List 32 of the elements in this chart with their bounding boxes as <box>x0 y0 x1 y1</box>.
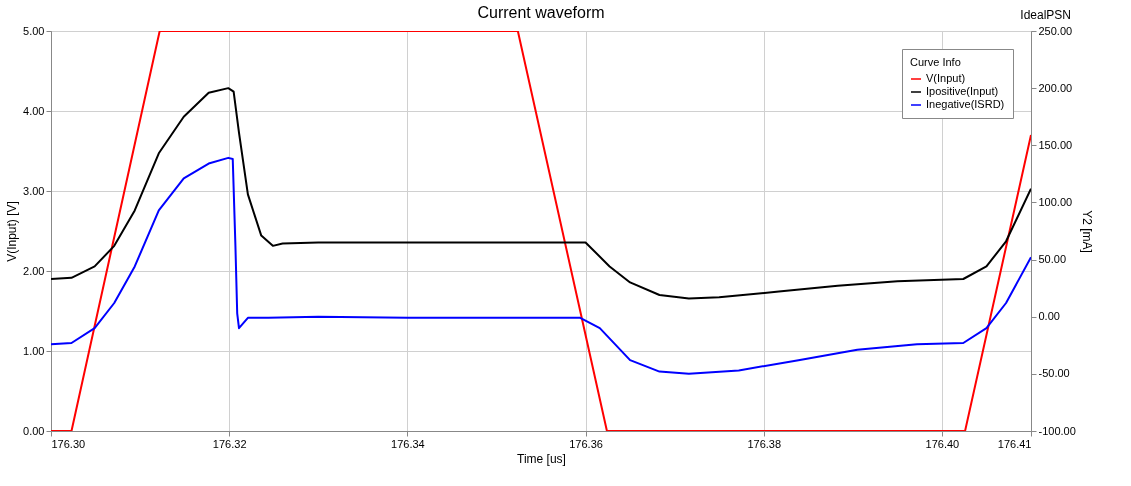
y-tick-label: 2.00 <box>23 264 45 277</box>
y2-axis-title: Y2 [mA] <box>1079 210 1094 253</box>
text: IdealPSN <box>1020 8 1071 22</box>
x-tick-label: 176.36 <box>569 437 603 450</box>
legend-label: Inegative(ISRD) <box>926 98 1005 110</box>
x-axis-title: Time [us] <box>517 451 566 466</box>
x-tick-label: 176.38 <box>747 437 782 450</box>
legend-title: Curve Info <box>910 56 961 68</box>
x-tick-label: 176.41 <box>997 437 1032 450</box>
line-series <box>51 156 1031 375</box>
y-tick-label: 0.00 <box>23 424 45 437</box>
y-tick-label: 1.00 <box>23 344 45 357</box>
y2-tick-label: 0.00 <box>1038 310 1060 323</box>
y2-tick-label: 200.00 <box>1038 81 1073 94</box>
y-tick-label: 3.00 <box>23 184 45 197</box>
x-tick-label: 176.34 <box>391 437 425 450</box>
y-tick-label: 4.00 <box>23 104 45 117</box>
y-tick-label: 5.00 <box>23 24 45 37</box>
y2-tick-label: -100.00 <box>1038 424 1076 437</box>
y2-tick-label: 100.00 <box>1038 195 1073 208</box>
chart-title: Current waveform <box>477 4 605 21</box>
y2-tick-label: 150.00 <box>1038 138 1073 151</box>
x-tick-label: 176.30 <box>51 437 86 450</box>
y2-tick-label: 50.00 <box>1038 253 1067 266</box>
x-tick-label: 176.40 <box>925 437 960 450</box>
legend-label: Ipositive(Input) <box>926 85 999 97</box>
line-series <box>51 87 1031 300</box>
x-tick-label: 176.32 <box>212 437 247 450</box>
y2-tick-label: 250.00 <box>1038 24 1073 37</box>
legend-label: V(Input) <box>926 72 966 84</box>
y2-tick-label: -50.00 <box>1038 367 1070 380</box>
y-axis-title: V(Input) [V] <box>5 201 20 262</box>
